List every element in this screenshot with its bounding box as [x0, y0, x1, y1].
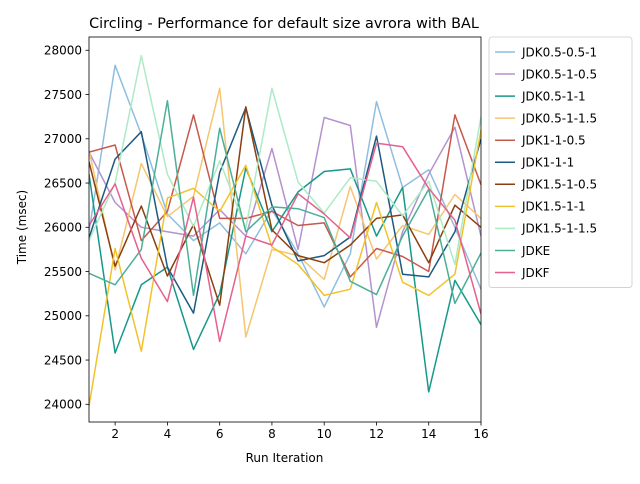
legend-label: JDK0.5-0.5-1: [521, 45, 597, 59]
series-line-2: [89, 116, 481, 329]
x-tick-label: 4: [164, 427, 172, 441]
legend-frame: [488, 36, 633, 288]
legend-label: JDK1.5-1-1: [521, 200, 586, 214]
legend-label: JDK1.5-1-1.5: [521, 222, 597, 236]
legend-label: JDK1-1-1: [521, 156, 574, 170]
x-tick-label: 2: [111, 427, 119, 441]
x-tick-label: 10: [317, 427, 332, 441]
series-line-4: [89, 87, 481, 338]
legend-label: JDK0.5-1-1: [521, 89, 586, 103]
legend-label: JDK0.5-1-1.5: [521, 111, 597, 125]
legend-label: JDKF: [521, 266, 550, 280]
x-tick-label: 12: [369, 427, 384, 441]
legend-label: JDKE: [521, 244, 550, 258]
plot-frame: [88, 36, 482, 423]
x-tick-label: 6: [216, 427, 224, 441]
series-line-7: [89, 106, 481, 306]
y-tick-label: 26000: [44, 221, 82, 235]
x-axis-label: Run Iteration: [246, 451, 324, 465]
y-tick-label: 26500: [44, 176, 82, 190]
legend-label: JDK1-1-0.5: [521, 134, 586, 148]
series-line-6: [89, 107, 481, 314]
y-tick-label: 25000: [44, 309, 82, 323]
y-axis-label: Time (msec): [15, 190, 29, 265]
y-tick-label: 24500: [44, 353, 82, 367]
x-tick-label: 14: [421, 427, 436, 441]
legend: JDK0.5-0.5-1 JDK0.5-1-0.5 JDK0.5-1-1 JDK0.5…: [488, 36, 633, 288]
legend-label: JDK1.5-1-0.5: [521, 178, 597, 192]
y-tick-label: 27000: [44, 132, 82, 146]
series-line-11: [89, 142, 481, 343]
series-line-8: [89, 129, 481, 407]
series-line-10: [89, 99, 481, 305]
x-tick-label: 16: [473, 427, 488, 441]
x-tick-label: 8: [268, 427, 276, 441]
chart-title: Circling - Performance for default size …: [89, 16, 479, 32]
y-tick-label: 28000: [44, 44, 82, 58]
series-line-9: [89, 54, 481, 266]
series-layer: [89, 54, 481, 407]
y-tick-label: 24000: [44, 398, 82, 412]
y-tick-label: 25500: [44, 265, 82, 279]
legend-label: JDK0.5-1-0.5: [521, 67, 597, 81]
axes-layer: 2 4 6 8 10 12 14 16 24000 24500 25000 25500 26000 265…: [44, 36, 489, 441]
y-tick-label: 27500: [44, 88, 82, 102]
